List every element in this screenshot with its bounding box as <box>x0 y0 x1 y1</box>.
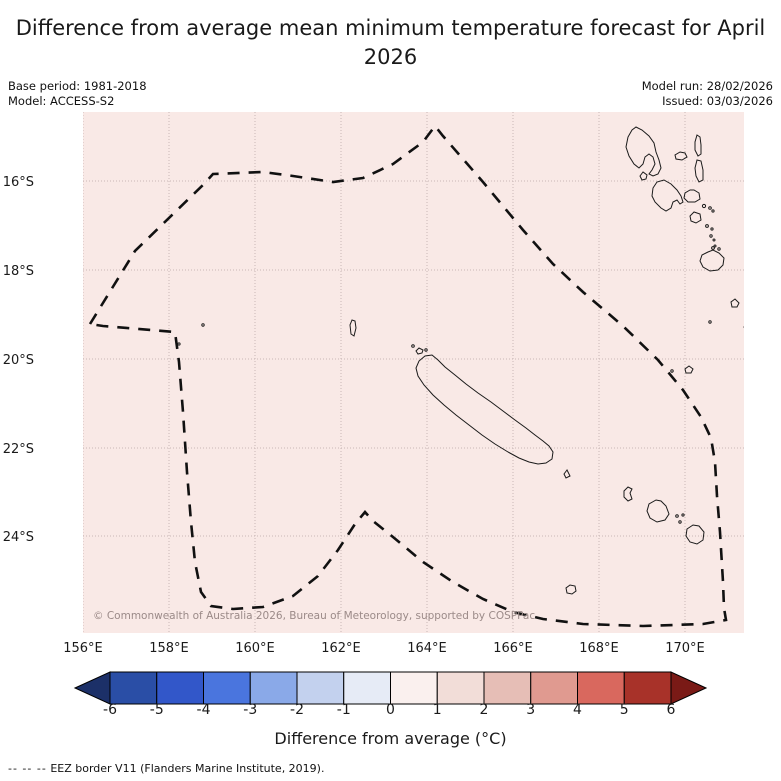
colorbar-bins <box>109 671 672 705</box>
cb-tick--5: -5 <box>149 702 164 718</box>
cb-tick-0: 0 <box>386 702 395 718</box>
eez-border <box>87 123 728 628</box>
y-tick-16S: 16°S <box>2 175 34 190</box>
eez-footnote-text: EEZ border V11 (Flanders Marine Institut… <box>50 762 325 775</box>
x-tick-160E: 160°E <box>235 641 275 656</box>
header-meta-left: Base period: 1981-2018 Model: ACCESS-S2 <box>8 79 147 109</box>
cb-tick-2: 2 <box>479 702 489 718</box>
colorbar-label: Difference from average (°C) <box>274 729 507 748</box>
y-tick-22S: 22°S <box>2 442 34 457</box>
x-tick-170E: 170°E <box>665 641 705 656</box>
cb-tick--3: -3 <box>243 702 258 718</box>
x-tick-158E: 158°E <box>149 641 189 656</box>
base-period-text: Base period: 1981-2018 <box>8 79 147 93</box>
x-tick-156E: 156°E <box>63 641 103 656</box>
coastlines <box>177 126 744 595</box>
cb-tick-4: 4 <box>573 702 582 718</box>
model-text: Model: ACCESS-S2 <box>8 94 115 108</box>
anomaly-field <box>83 112 744 633</box>
x-tick-162E: 162°E <box>321 641 361 656</box>
x-tick-166E: 166°E <box>493 641 533 656</box>
cb-tick--4: -4 <box>196 702 211 718</box>
map-plot-area[interactable] <box>83 112 744 633</box>
cb-tick-6: 6 <box>666 702 676 718</box>
y-tick-24S: 24°S <box>2 530 34 545</box>
map-canvas <box>83 112 744 633</box>
page-title: Difference from average mean minimum tem… <box>15 16 766 69</box>
colorbar-under-arrow <box>73 671 111 705</box>
x-tick-168E: 168°E <box>579 641 619 656</box>
model-run-text: Model run: 28/02/2026 <box>641 79 773 93</box>
y-tick-20S: 20°S <box>2 353 34 368</box>
cb-tick--1: -1 <box>336 702 351 718</box>
map-gridlines <box>83 112 744 633</box>
x-tick-164E: 164°E <box>407 641 447 656</box>
map-credit: © Commonwealth of Australia 2026, Bureau… <box>93 610 536 622</box>
y-tick-18S: 18°S <box>2 264 34 279</box>
colorbar-over-arrow <box>670 671 708 705</box>
eez-footnote: -- -- -- EEZ border V11 (Flanders Marine… <box>8 762 324 775</box>
cb-tick-1: 1 <box>432 702 442 718</box>
colorbar[interactable] <box>0 668 781 708</box>
cb-tick--2: -2 <box>290 702 304 718</box>
header-meta-right: Model run: 28/02/2026 Issued: 03/03/2026 <box>642 79 773 109</box>
eez-dash-legend-icon: -- -- -- <box>8 762 47 775</box>
colorbar-canvas <box>73 671 708 705</box>
cb-tick--6: -6 <box>103 702 117 718</box>
cb-tick-5: 5 <box>619 702 629 718</box>
cb-tick-3: 3 <box>526 702 536 718</box>
issued-text: Issued: 03/03/2026 <box>662 94 773 108</box>
